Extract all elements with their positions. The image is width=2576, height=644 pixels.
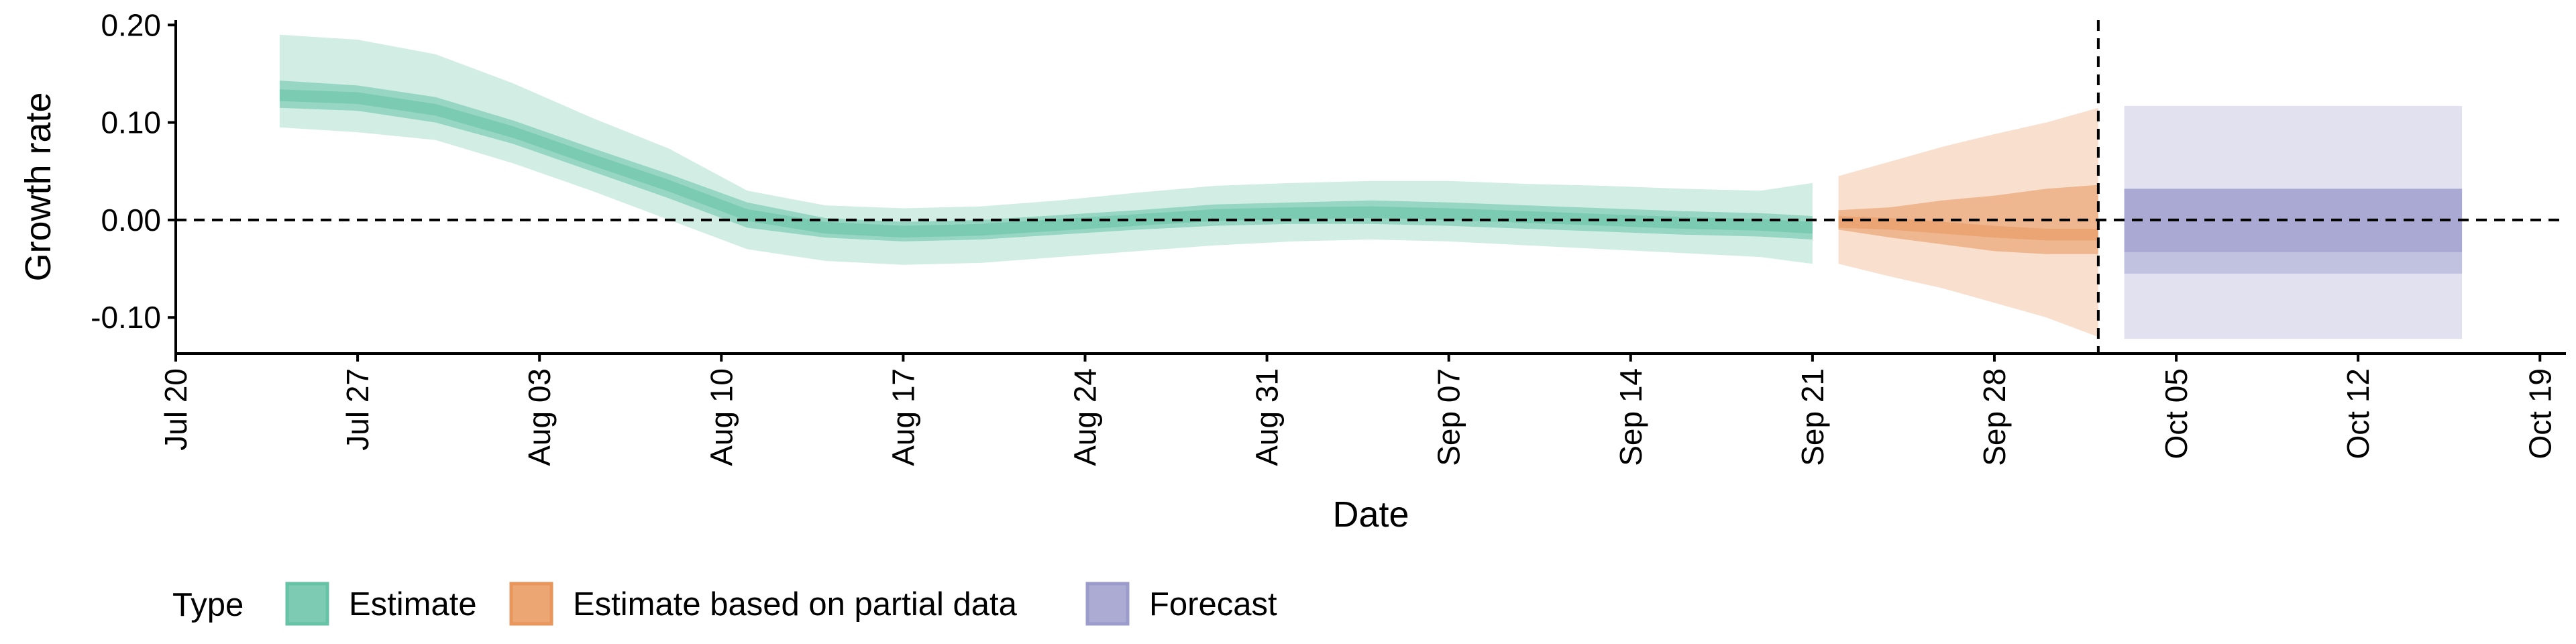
legend-title: Type — [172, 587, 244, 623]
x-tick-label: Sep 07 — [1432, 368, 1466, 466]
tick-labels: -0.10 0.00 0.10 0.20 Jul 20 Jul 27 Aug 03 Aug 1… — [91, 7, 2557, 466]
y-tick-label: -0.10 — [91, 300, 161, 335]
x-tick-label: Oct 19 — [2522, 368, 2557, 460]
legend-swatch-estimate-based-on-partial-data — [509, 582, 553, 626]
x-tick-label: Oct 05 — [2159, 368, 2194, 460]
legend-label-estimate: Estimate — [349, 586, 477, 623]
x-tick-label: Jul 20 — [158, 368, 193, 451]
y-tick-label: 0.20 — [101, 7, 161, 42]
x-tick-label: Aug 31 — [1250, 368, 1285, 466]
x-tick-label: Jul 27 — [340, 368, 375, 451]
x-tick-label: Sep 14 — [1613, 368, 1648, 466]
legend-label-forecast: Forecast — [1149, 586, 1277, 623]
y-axis-title: Growth rate — [18, 92, 58, 281]
x-tick-label: Aug 03 — [522, 368, 557, 466]
y-tick-label: 0.10 — [101, 105, 161, 140]
x-tick-label: Aug 24 — [1067, 368, 1102, 466]
axes — [168, 20, 2566, 362]
x-tick-label: Sep 21 — [1795, 368, 1830, 466]
legend-swatch-estimate — [285, 582, 329, 626]
x-axis-title: Date — [1332, 494, 1409, 535]
uncertainty-bands — [279, 34, 2463, 339]
x-tick-label: Oct 12 — [2341, 368, 2375, 460]
x-tick-label: Sep 28 — [1977, 368, 2012, 466]
estimate-median-band — [279, 89, 1813, 238]
x-tick-label: Aug 10 — [704, 368, 739, 466]
reference-lines — [176, 20, 2566, 354]
legend-swatch-forecast — [1085, 582, 1130, 626]
legend-label-estimate-based-on-partial-data: Estimate based on partial data — [573, 586, 1018, 623]
estimate-based-on-partial-data-median-band — [1838, 216, 2098, 241]
y-tick-label: 0.00 — [101, 203, 161, 237]
x-tick-label: Aug 17 — [885, 368, 920, 466]
legend: Type Estimate Estimate based on partial d… — [172, 582, 1277, 626]
